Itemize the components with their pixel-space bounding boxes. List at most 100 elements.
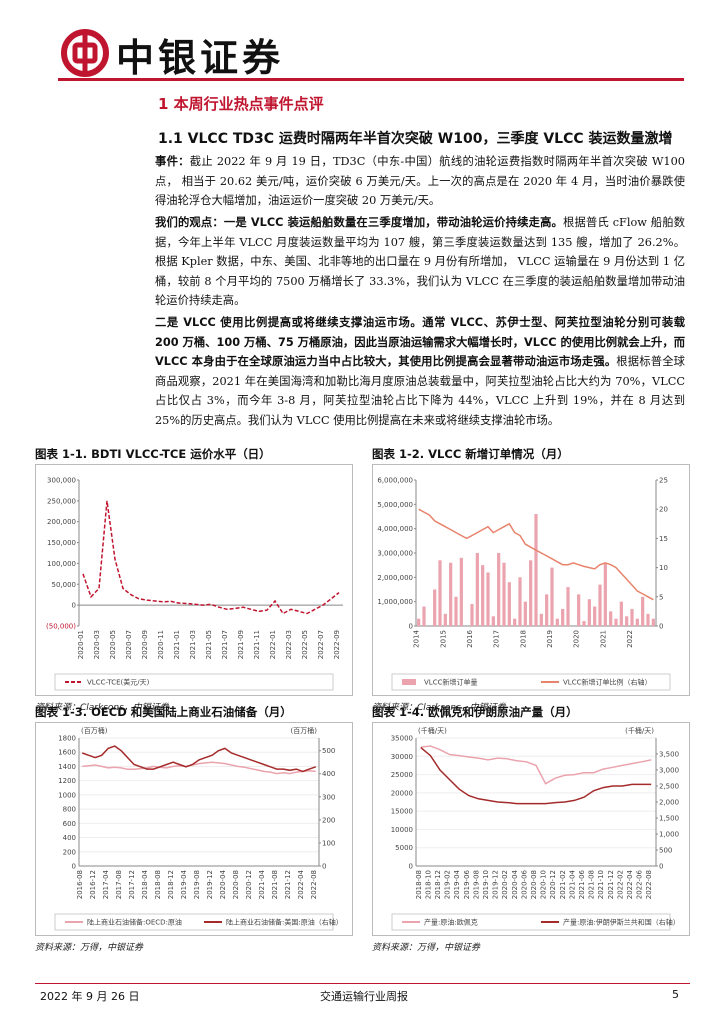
y-tick-label: 6,000,000	[377, 477, 413, 485]
bar	[438, 560, 442, 626]
x-tick-label: 2022-04	[297, 869, 305, 899]
paragraph: 二是 VLCC 使用比例提高或将继续支撑油运市场。通常 VLCC、苏伊士型、阿芙…	[155, 313, 685, 430]
y2-tick-label: 15	[659, 535, 668, 543]
x-tick-label: 2014	[413, 629, 421, 647]
x-tick-label: 2020-12	[549, 870, 557, 899]
y2-tick-label: 200	[322, 816, 335, 824]
x-tick-label: 2020-04	[511, 869, 519, 899]
chart: 0 5000 10000 15000 20000 25000 30000 35000 0 500 1…	[372, 722, 690, 936]
y2-tick-label: 500	[659, 847, 672, 855]
bar	[561, 608, 565, 626]
legend-swatch	[402, 679, 416, 685]
bar	[523, 601, 527, 626]
legend-label: 陆上商业石油储备:美国:原油（右轴）	[226, 918, 343, 927]
x-tick-label: 2018-08	[415, 870, 423, 899]
x-tick-label: 2021-05	[205, 630, 213, 659]
bar	[481, 565, 485, 626]
bar	[486, 572, 490, 626]
bar	[625, 616, 629, 626]
bar	[454, 596, 458, 626]
subsection-title: 1.1 VLCC TD3C 运费时隔两年半首次突破 W100，三季度 VLCC …	[158, 131, 673, 147]
y2-tick-label: 400	[322, 770, 335, 778]
line-series	[82, 500, 340, 615]
bar	[582, 621, 586, 626]
y2-tick-label: 100	[322, 839, 335, 847]
x-tick-label: 2020-06	[520, 869, 528, 899]
y2-tick-label: 10	[659, 564, 668, 572]
y-tick-label: 600	[63, 820, 76, 828]
header-rule	[58, 78, 684, 81]
bar	[529, 560, 533, 626]
y-tick-label: 5,000,000	[377, 501, 413, 509]
legend-label: VLCC-TCE(美元/天)	[87, 678, 150, 687]
paragraph: 事件：截止 2022 年 9 月 19 日，TD3C（中东-中国）航线的油轮运费…	[155, 152, 685, 211]
x-tick-label: 2022-05	[301, 630, 309, 659]
bar	[422, 606, 426, 626]
bar	[459, 557, 463, 626]
legend-frame	[54, 913, 334, 931]
x-tick-label: 2019-06	[463, 869, 471, 899]
x-tick-label: 2020-03	[93, 630, 101, 659]
y2-tick-label: 0	[659, 623, 663, 631]
x-tick-label: 2022-02	[616, 870, 624, 899]
y2-unit: (千桶/天)	[625, 726, 654, 735]
chart-title: 图表 1-1. BDTI VLCC-TCE 运价水平（日）	[35, 447, 271, 461]
chart-frame	[35, 722, 353, 936]
lead: 事件：	[155, 155, 190, 168]
y2-tick-label: 20	[659, 506, 668, 514]
chart-frame	[372, 722, 690, 936]
x-tick-label: 2022-03	[285, 630, 293, 659]
x-tick-label: 2020-07	[125, 630, 133, 659]
y2-tick-label: 2,000	[659, 799, 679, 807]
y-tick-label: 1800	[58, 735, 76, 743]
y2-tick-label: 1,000	[659, 831, 679, 839]
x-tick-label: 2021-12	[607, 870, 615, 899]
x-tick-label: 2021-12	[284, 870, 292, 899]
x-tick-label: 2018	[519, 630, 527, 648]
x-tick-label: 2020-11	[157, 630, 165, 659]
y2-tick-label: 500	[322, 747, 335, 755]
chart-title: 图表 1-4. 欧佩克和伊朗原油产量（月）	[372, 705, 578, 719]
x-tick-label: 2020-09	[141, 630, 149, 659]
y-tick-label: 1400	[58, 763, 76, 771]
y2-unit: (百万桶)	[291, 726, 318, 735]
x-tick-label: 2018-10	[424, 870, 432, 899]
x-tick-label: 2021-02	[559, 870, 567, 899]
x-tick-label: 2021-04	[568, 869, 576, 899]
x-tick-label: 2021-08	[588, 870, 596, 899]
y-tick-label: 30000	[391, 753, 413, 761]
footer-rule	[35, 983, 690, 984]
x-tick-label: 2017-04	[102, 869, 110, 899]
x-tick-label: 2019-04	[180, 869, 188, 899]
x-tick-label: 2016-08	[76, 870, 84, 899]
x-tick-label: 2019	[546, 630, 554, 648]
x-tick-label: 2017-12	[128, 870, 136, 899]
legend-label: 产量:原油:欧佩克	[424, 918, 478, 927]
x-tick-label: 2018-08	[154, 870, 162, 899]
bar	[555, 618, 559, 626]
bar	[513, 618, 517, 626]
y-tick-label: 1000	[58, 791, 76, 799]
x-tick-label: 2022-01	[269, 630, 277, 659]
bar	[539, 613, 543, 626]
x-tick-label: 2019-04	[453, 869, 461, 899]
y-unit: (百万桶)	[81, 726, 108, 735]
chart-source: 资料来源：万得，中银证券	[372, 943, 481, 953]
bar	[619, 601, 623, 626]
legend-label: 陆上商业石油储备:OECD:原油	[87, 918, 182, 927]
x-tick-label: 2021	[599, 630, 607, 648]
y-tick-label: 800	[63, 806, 76, 814]
y-tick-label: 50,000	[52, 581, 77, 589]
bar	[534, 514, 538, 626]
bar	[491, 616, 495, 626]
x-tick-label: 2021-06	[578, 869, 586, 899]
y-tick-label: 2,000,000	[377, 574, 413, 582]
brand: 中银证券	[116, 36, 285, 80]
bar	[449, 562, 453, 626]
bar	[502, 562, 506, 626]
y2-tick-label: 3,000	[659, 767, 679, 775]
paragraph: 我们的观点：一是 VLCC 装运船舶数量在三季度增加，带动油轮运价持续走高。根据…	[155, 213, 685, 311]
line-series	[82, 761, 316, 775]
text: 根据普氏 cFlow 船舶数据，今年上半年 VLCC 月度装运数量平均为 107…	[155, 216, 685, 307]
bar	[518, 577, 522, 626]
